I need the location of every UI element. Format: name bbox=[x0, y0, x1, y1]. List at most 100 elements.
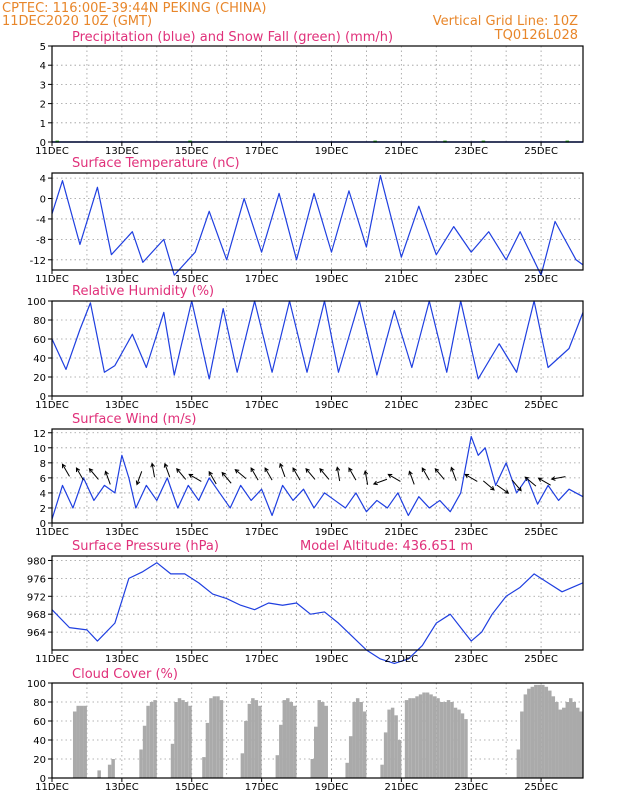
wind-arrow bbox=[348, 467, 357, 481]
cloud-bar bbox=[457, 709, 461, 778]
wind-arrow bbox=[434, 467, 445, 480]
xtick-label-precipitation: 23DEC bbox=[454, 146, 488, 157]
xtick-label-precipitation: 13DEC bbox=[105, 146, 139, 157]
ytick-label-temperature: 0 bbox=[40, 195, 46, 206]
panel-pressure: Surface Pressure (hPa) Model Altitude: 4… bbox=[27, 539, 584, 665]
ytick-label-humidity: 60 bbox=[33, 335, 46, 346]
cloud-bar bbox=[565, 702, 570, 778]
cloud-bar bbox=[79, 705, 84, 778]
ytick-label-wind: 0 bbox=[40, 519, 46, 530]
cloud-bar bbox=[352, 702, 356, 778]
xtick-label-precipitation: 17DEC bbox=[245, 146, 279, 157]
xtick-label-temperature: 25DEC bbox=[524, 274, 558, 285]
cloud-bar bbox=[188, 705, 192, 778]
cloud-bar bbox=[572, 702, 577, 778]
cloud-bar bbox=[429, 694, 433, 778]
wind-arrow bbox=[408, 470, 415, 485]
wind-arrow bbox=[319, 467, 330, 480]
panel-wind: Surface Wind (m/s) 0 2 4 6 8 10 12 11DEC 13DEC 15… bbox=[33, 412, 584, 538]
ytick-label-pressure: 972 bbox=[27, 592, 46, 603]
panel-title-precipitation: Precipitation (blue) and Snow Fall (gree… bbox=[72, 30, 393, 45]
cloud-bar bbox=[541, 684, 545, 778]
wind-arrow bbox=[537, 477, 551, 486]
plot-precipitation: 0 1 2 3 4 5 11DEC 13DEC 15DEC 17DEC 19DEC 21DEC 23DE… bbox=[35, 42, 584, 157]
wind-arrow bbox=[335, 466, 341, 482]
xtick-label-precipitation: 25DEC bbox=[524, 146, 558, 157]
xtick-label-temperature: 17DEC bbox=[245, 274, 279, 285]
station-header: CPTEC: 116:00E-39:44N PEKING (CHINA) bbox=[2, 1, 266, 16]
panel-title-temperature: Surface Temperature (nC) bbox=[72, 156, 240, 171]
cloud-bar bbox=[320, 702, 325, 778]
cloud-bar bbox=[286, 698, 290, 778]
xtick-label-pressure: 25DEC bbox=[524, 654, 558, 665]
frame-wind bbox=[51, 428, 584, 524]
wind-arrow bbox=[550, 476, 566, 481]
wind-arrow bbox=[387, 473, 401, 482]
panel-cloud-cover: Cloud Cover (%) 0 20 40 60 80 100 11DEC 13DEC 15… bbox=[27, 667, 584, 793]
cloud-bar bbox=[139, 749, 143, 778]
cloud-bar bbox=[205, 722, 210, 778]
wind-arrow bbox=[279, 462, 286, 478]
cloud-bar bbox=[394, 715, 398, 778]
cloud-bar bbox=[72, 711, 77, 778]
cloud-bar bbox=[397, 740, 402, 778]
xtick-label-precipitation: 21DEC bbox=[384, 146, 418, 157]
xtick-label-pressure: 13DEC bbox=[105, 654, 139, 665]
cloud-bar bbox=[450, 702, 454, 778]
xtick-label-cloud-cover: 21DEC bbox=[384, 782, 418, 793]
cloud-bar bbox=[181, 700, 185, 778]
xtick-label-cloud-cover: 19DEC bbox=[315, 782, 349, 793]
xtick-label-humidity: 13DEC bbox=[105, 400, 139, 411]
cloud-bar bbox=[425, 692, 430, 778]
xtick-label-pressure: 23DEC bbox=[454, 654, 488, 665]
xtick-label-cloud-cover: 17DEC bbox=[245, 782, 279, 793]
wind-arrow bbox=[496, 484, 510, 494]
wind-arrow bbox=[421, 467, 430, 481]
ytick-label-pressure: 964 bbox=[27, 628, 46, 639]
xtick-label-wind: 19DEC bbox=[315, 527, 349, 538]
cloud-bar bbox=[523, 694, 528, 778]
xtick-label-pressure: 15DEC bbox=[175, 654, 209, 665]
cloud-bar bbox=[422, 692, 426, 778]
wind-arrow bbox=[176, 467, 187, 480]
wind-arrow bbox=[135, 471, 143, 486]
cloud-bar bbox=[390, 707, 395, 778]
xtick-label-pressure: 17DEC bbox=[245, 654, 279, 665]
cloud-bar bbox=[293, 705, 297, 778]
ytick-label-cloud-cover: 60 bbox=[33, 717, 46, 728]
ytick-label-humidity: 80 bbox=[33, 316, 46, 327]
ytick-label-temperature: -12 bbox=[30, 256, 46, 267]
run-time-header: 11DEC2020 10Z (GMT) bbox=[2, 14, 152, 29]
ytick-label-cloud-cover: 80 bbox=[33, 698, 46, 709]
ytick-label-wind: 2 bbox=[40, 504, 46, 515]
wind-arrow bbox=[524, 476, 537, 487]
cloud-bar bbox=[170, 743, 175, 778]
cloud-bar bbox=[558, 709, 563, 778]
cloud-bar bbox=[548, 690, 552, 778]
wind-arrow bbox=[363, 469, 369, 485]
cloud-bar bbox=[153, 700, 157, 778]
cloud-bar bbox=[177, 698, 182, 778]
xtick-label-temperature: 21DEC bbox=[384, 274, 418, 285]
ytick-label-pressure: 980 bbox=[27, 556, 46, 567]
xtick-label-humidity: 19DEC bbox=[315, 400, 349, 411]
xtick-label-wind: 21DEC bbox=[384, 527, 418, 538]
ytick-label-precipitation: 2 bbox=[40, 100, 46, 111]
cloud-bar bbox=[174, 702, 178, 778]
cloud-bar bbox=[579, 711, 583, 778]
frame-precipitation bbox=[51, 45, 584, 143]
wind-arrow bbox=[221, 471, 232, 484]
wind-arrow bbox=[208, 470, 217, 485]
grid-note-header: Vertical Grid Line: 10Z bbox=[433, 14, 578, 29]
xtick-label-precipitation: 19DEC bbox=[315, 146, 349, 157]
model-code-header: TQ0126L028 bbox=[494, 28, 578, 43]
xtick-label-wind: 23DEC bbox=[454, 527, 488, 538]
frame-pressure bbox=[51, 555, 584, 651]
wind-arrow bbox=[250, 467, 259, 481]
panel-title-pressure: Surface Pressure (hPa) bbox=[72, 539, 219, 554]
temperature-line bbox=[51, 174, 584, 276]
plot-wind: 0 2 4 6 8 10 12 11DEC 13DEC 15DEC 17DEC 19DEC 21DEC 2… bbox=[33, 428, 584, 538]
cloud-bar bbox=[460, 713, 465, 778]
pressure-line bbox=[51, 562, 584, 665]
cloud-bar bbox=[212, 696, 217, 778]
